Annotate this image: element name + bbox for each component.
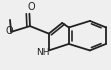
Text: O: O	[28, 2, 35, 12]
Text: NH: NH	[37, 48, 50, 57]
Text: O: O	[5, 26, 13, 36]
